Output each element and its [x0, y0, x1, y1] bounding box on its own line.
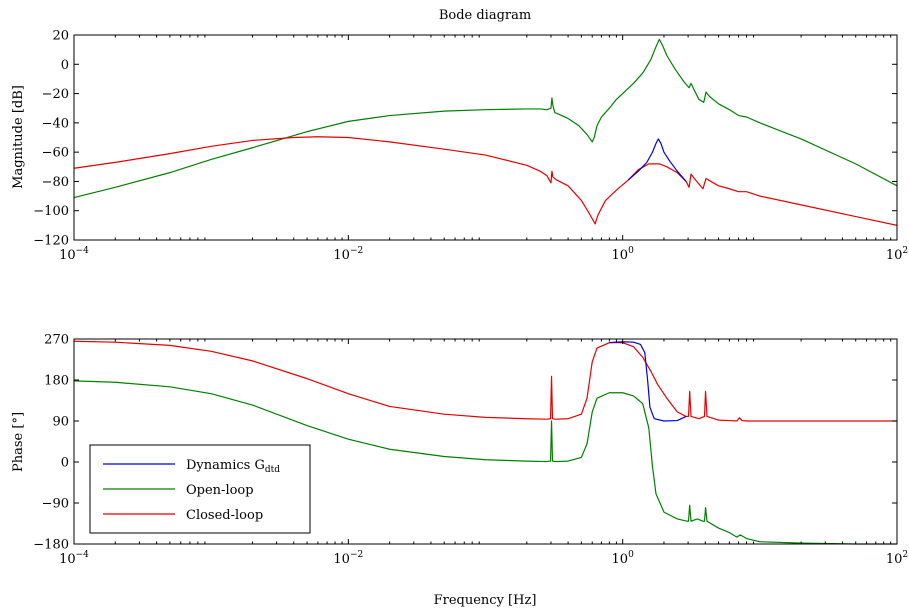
- phase-ytick-label: −90: [42, 497, 69, 512]
- phase-ytick-label: −180: [33, 538, 69, 553]
- phase-xtick-label: 10−4: [59, 550, 89, 567]
- magnitude-axes-frame: [73, 34, 898, 241]
- magnitude-ytick-label: −120: [33, 234, 69, 249]
- magnitude-ylabel: Magnitude [dB]: [11, 85, 26, 189]
- legend-label-open-loop: Open-loop: [186, 483, 254, 498]
- phase-ticks: 10−4 10−2 100 102 270 180 90 0 −90 −180: [33, 333, 908, 568]
- magnitude-xtick-label: 10−2: [333, 246, 363, 263]
- magnitude-xtick-label: 10−4: [59, 246, 89, 263]
- phase-line-open-loop: [73, 380, 897, 545]
- phase-ytick-label: 0: [61, 456, 69, 471]
- magnitude-ytick-label: −100: [33, 204, 69, 219]
- magnitude-ytick-label: −60: [42, 146, 69, 161]
- magnitude-panel: 10−4 10−2 100 102 20 0 −20 −40 −60 −80 −100 −120 Ma…: [11, 29, 908, 264]
- magnitude-ytick-label: 0: [61, 58, 69, 73]
- phase-line-dynamics-g-dtd: [609, 341, 687, 422]
- phase-ytick-label: 90: [52, 415, 69, 430]
- legend-label-dynamics-main: Dynamics G: [186, 458, 265, 473]
- magnitude-xtick-label: 100: [612, 246, 635, 263]
- magnitude-xtick-label: 102: [886, 246, 908, 263]
- magnitude-ticks: 10−4 10−2 100 102 20 0 −20 −40 −60 −80 −100 −120: [33, 29, 908, 264]
- magnitude-ytick-label: −40: [42, 116, 69, 131]
- phase-ytick-label: 180: [44, 374, 69, 389]
- legend-label-dynamics: Dynamics Gdtd: [186, 458, 280, 475]
- phase-ylabel: Phase [°]: [11, 412, 26, 472]
- phase-series: [73, 340, 897, 545]
- legend-label-dynamics-sub: dtd: [265, 465, 280, 475]
- phase-xtick-label: 100: [612, 550, 635, 567]
- legend: Dynamics Gdtd Open-loop Closed-loop: [89, 444, 311, 534]
- magnitude-series: [73, 38, 898, 226]
- magnitude-ytick-label: −80: [42, 175, 69, 190]
- magnitude-ytick-label: 20: [52, 29, 69, 44]
- phase-panel: 10−4 10−2 100 102 270 180 90 0 −90 −180 Phase [°]…: [11, 333, 908, 609]
- legend-label-closed-loop: Closed-loop: [186, 508, 263, 523]
- chart-title: Bode diagram: [439, 8, 531, 23]
- phase-ytick-label: 270: [44, 333, 69, 348]
- magnitude-line-open-loop: [73, 38, 898, 199]
- phase-line-closed-loop: [73, 340, 897, 422]
- phase-axes-frame: [73, 338, 898, 545]
- phase-xtick-label: 10−2: [333, 550, 363, 567]
- magnitude-line-dynamics-g-dtd: [627, 138, 687, 182]
- phase-xtick-label: 102: [886, 550, 908, 567]
- magnitude-line-closed-loop: [73, 136, 898, 226]
- magnitude-ytick-label: −20: [42, 87, 69, 102]
- phase-xlabel: Frequency [Hz]: [434, 593, 537, 608]
